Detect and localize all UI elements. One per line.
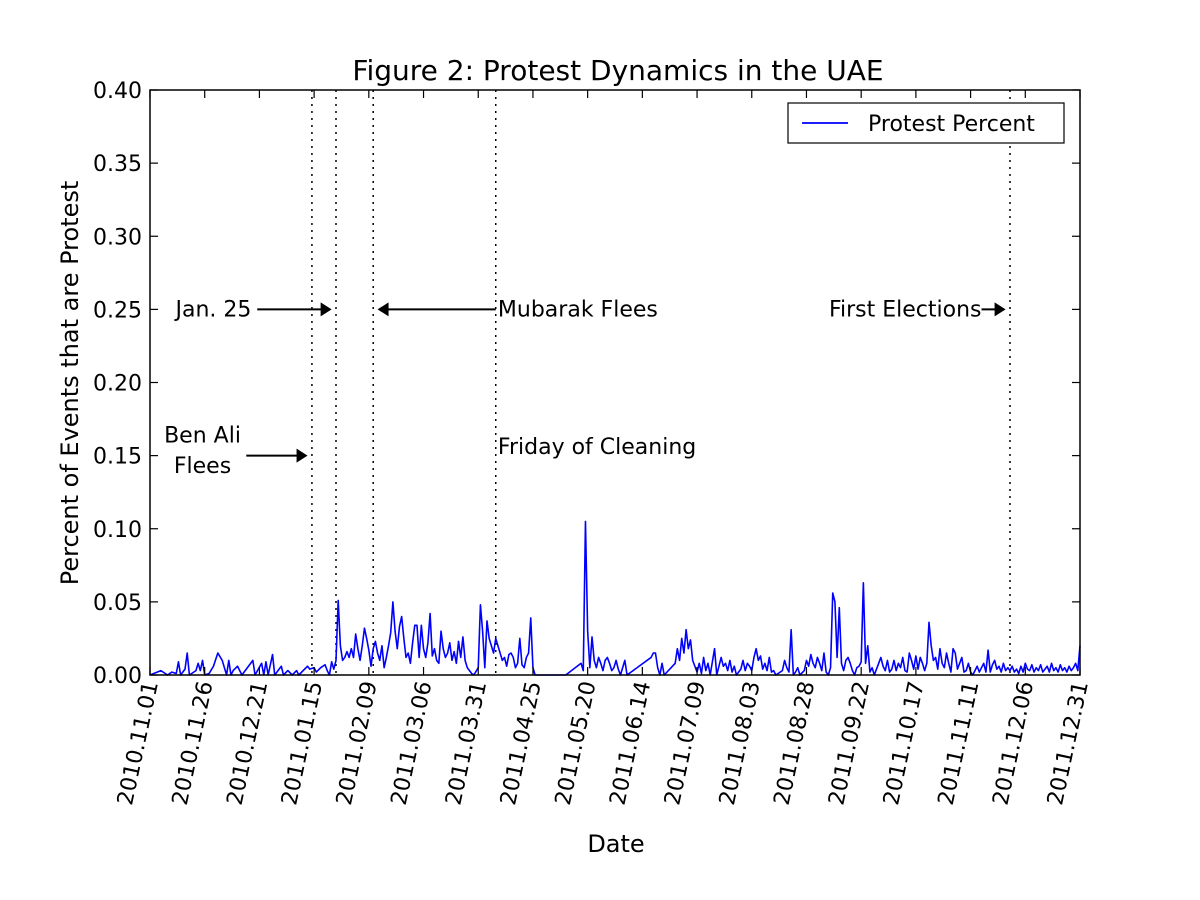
- x-tick-label: 2010.11.26: [168, 679, 219, 807]
- x-tick-label: 2011.01.15: [277, 679, 328, 807]
- y-tick-label: 0.40: [93, 79, 142, 104]
- y-tick-label: 0.00: [93, 664, 142, 689]
- x-tick-label: 2011.08.28: [770, 679, 821, 807]
- x-tick-label: 2011.02.09: [332, 679, 383, 807]
- y-tick-label: 0.20: [93, 372, 142, 397]
- y-tick-label: 0.30: [93, 225, 142, 250]
- annotation-text: Friday of Cleaning: [498, 435, 696, 460]
- annotation-text: Mubarak Flees: [498, 298, 658, 323]
- y-tick-label: 0.15: [93, 445, 142, 470]
- legend: Protest Percent: [787, 102, 1065, 144]
- x-tick-label: 2011.10.17: [879, 679, 930, 807]
- x-tick-label: 2011.04.25: [496, 679, 547, 807]
- annotation-arrow-head: [994, 302, 1006, 317]
- x-tick-label: 2011.05.20: [551, 679, 602, 807]
- chart-title: Figure 2: Protest Dynamics in the UAE: [352, 54, 883, 87]
- legend-label: Protest Percent: [868, 112, 1035, 137]
- y-tick-label: 0.05: [93, 591, 142, 616]
- y-tick-label: 0.10: [93, 518, 142, 543]
- x-tick-label: 2011.03.06: [387, 679, 438, 807]
- x-axis-label: Date: [587, 830, 644, 858]
- x-tick-label: 2011.08.03: [715, 679, 766, 807]
- y-tick-label: 0.25: [93, 298, 142, 323]
- annotation-text: Jan. 25: [174, 298, 252, 323]
- annotation-text: First Elections: [829, 298, 982, 323]
- x-tick-label: 2011.11.11: [934, 679, 985, 807]
- y-axis-label: Percent of Events that are Protest: [56, 181, 84, 586]
- x-tick-label: 2011.12.06: [989, 679, 1040, 807]
- annotation-arrow-head: [320, 302, 332, 317]
- x-tick-label: 2011.03.31: [441, 679, 492, 807]
- annotation-text: Ben Ali: [164, 423, 241, 448]
- x-tick-label: 2011.12.31: [1043, 679, 1094, 807]
- y-tick-label: 0.35: [93, 152, 142, 177]
- x-tick-label: 2010.12.21: [223, 679, 274, 807]
- annotation-arrow-head: [296, 448, 308, 463]
- annotation-arrow-head: [377, 302, 389, 317]
- plot-area: 0.00 0.05 0.10 0.15 0.20 0.25 0.30 0.35 0.40 2010…: [93, 79, 1094, 807]
- series-line-protest-percent: [149, 520, 1081, 676]
- x-tick-label: 2010.11.01: [113, 679, 164, 807]
- annotation-text: Flees: [174, 454, 231, 479]
- plot-frame: [149, 89, 1081, 676]
- x-tick-label: 2011.07.09: [660, 679, 711, 807]
- x-tick-label: 2011.09.22: [824, 679, 875, 807]
- x-tick-label: 2011.06.14: [606, 679, 657, 807]
